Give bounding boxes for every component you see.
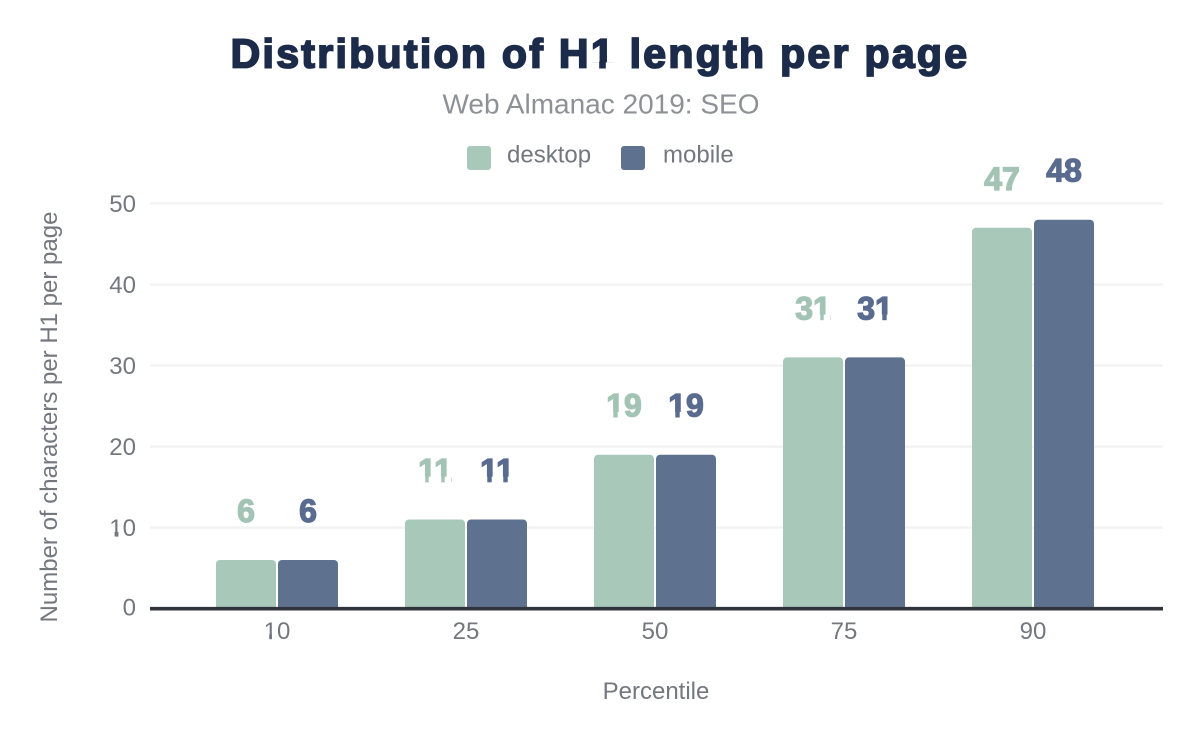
svg-text:Web Almanac 2019: SEO: Web Almanac 2019: SEO	[443, 89, 760, 120]
svg-text:90: 90	[1020, 618, 1047, 645]
svg-text:6: 6	[299, 493, 317, 529]
svg-text:6: 6	[237, 493, 255, 529]
svg-text:20: 20	[109, 434, 136, 461]
svg-text:25: 25	[453, 618, 480, 645]
svg-text:Percentile: Percentile	[603, 678, 710, 705]
svg-text:40: 40	[109, 272, 136, 299]
svg-text:48: 48	[1046, 153, 1082, 189]
svg-text:10: 10	[264, 618, 291, 645]
svg-text:0: 0	[123, 595, 136, 622]
svg-text:mobile: mobile	[663, 142, 734, 169]
svg-text:75: 75	[831, 618, 858, 645]
svg-text:10: 10	[109, 515, 136, 542]
svg-text:50: 50	[642, 618, 669, 645]
svg-text:47: 47	[984, 161, 1020, 197]
svg-text:50: 50	[109, 191, 136, 218]
svg-text:desktop: desktop	[507, 142, 591, 169]
svg-text:Number of characters per H1 pe: Number of characters per H1 per page	[36, 212, 63, 623]
svg-text:30: 30	[109, 353, 136, 380]
svg-text:Distribution of H1 length per: Distribution of H1 length per page	[231, 31, 970, 77]
